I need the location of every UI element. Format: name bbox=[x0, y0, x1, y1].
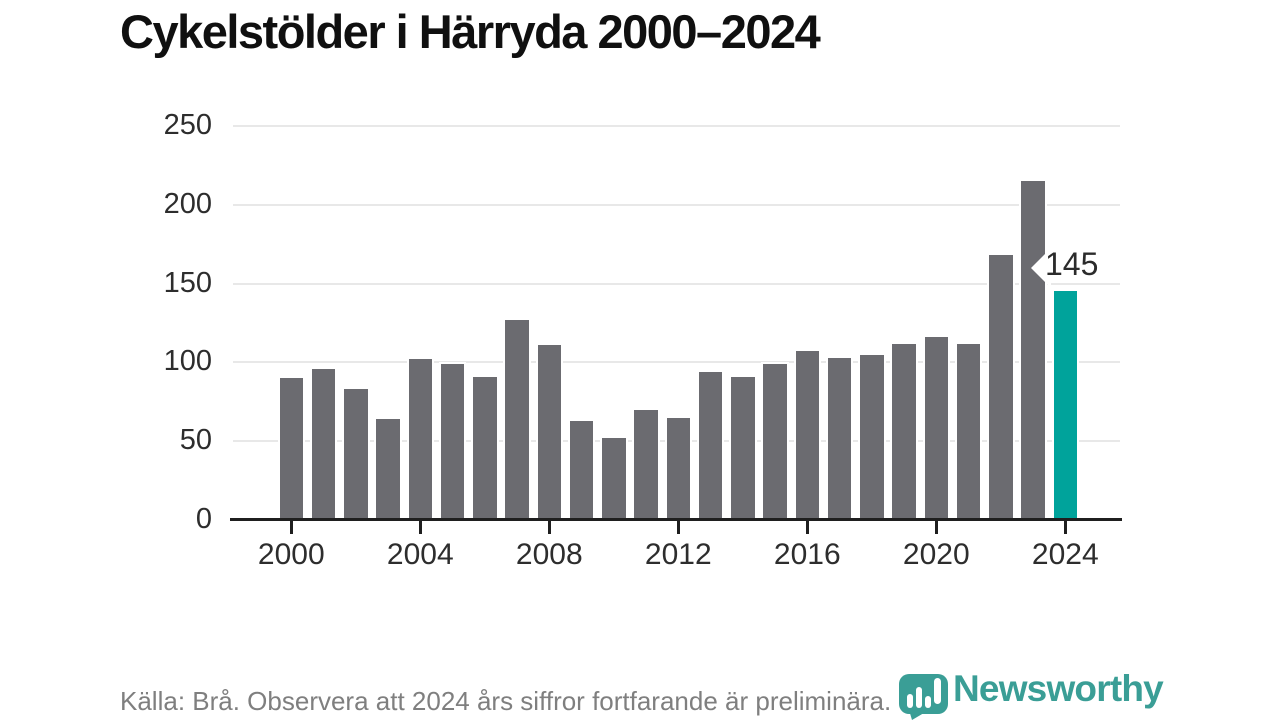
bar-2014 bbox=[729, 374, 757, 523]
bar-2008 bbox=[535, 343, 564, 522]
x-tick-label-2008: 2008 bbox=[515, 538, 583, 571]
bar-2000 bbox=[277, 376, 306, 522]
y-tick-label-150: 150 bbox=[163, 266, 212, 299]
x-tick-2020 bbox=[934, 521, 938, 534]
bar-2020 bbox=[922, 335, 951, 522]
highlight-value-label: 145 bbox=[1045, 246, 1099, 282]
newsworthy-logo-text: Newsworthy bbox=[953, 668, 1164, 709]
y-tick-label-200: 200 bbox=[163, 187, 212, 220]
y-tick-label-0: 0 bbox=[195, 503, 212, 535]
gridline-200 bbox=[233, 203, 1120, 206]
x-axis-line bbox=[230, 518, 1122, 521]
x-tick-label-2004: 2004 bbox=[386, 538, 454, 571]
chart-title: Cykelstölder i Härryda 2000–2024 bbox=[120, 5, 821, 58]
x-tick-2016 bbox=[805, 521, 809, 534]
plot-area: 2000 2004 2008 2012 2016 2020 2024 bbox=[230, 125, 1122, 571]
gridline-150 bbox=[233, 282, 1120, 285]
bar-2005 bbox=[438, 361, 467, 523]
bar-2017 bbox=[825, 355, 854, 523]
bar-2015 bbox=[761, 361, 789, 523]
bar-2013 bbox=[696, 369, 725, 523]
bar-2009 bbox=[567, 418, 596, 523]
x-tick-2012 bbox=[676, 521, 680, 534]
bar-2003 bbox=[374, 417, 402, 522]
bar-2024 bbox=[1051, 289, 1080, 522]
bar-2012 bbox=[664, 415, 693, 523]
gridline-100 bbox=[233, 361, 1120, 364]
highlight-annotation: 145 bbox=[1025, 240, 1115, 300]
x-tick-2024 bbox=[1063, 521, 1067, 534]
bar-2018 bbox=[858, 352, 886, 523]
bar-2016 bbox=[793, 349, 822, 522]
annotation-pointer-shape bbox=[1031, 248, 1051, 288]
gridline-250 bbox=[233, 125, 1120, 127]
x-tick-2000 bbox=[289, 521, 293, 534]
bar-2010 bbox=[600, 436, 628, 522]
x-tick-2008 bbox=[547, 521, 551, 534]
bar-2002 bbox=[342, 387, 370, 522]
x-tick-2004 bbox=[418, 521, 422, 534]
x-tick-label-2000: 2000 bbox=[257, 538, 325, 571]
bar-2019 bbox=[890, 341, 918, 522]
x-tick-label-2024: 2024 bbox=[1031, 538, 1099, 571]
x-tick-label-2012: 2012 bbox=[644, 538, 712, 571]
x-tick-label-2016: 2016 bbox=[773, 538, 841, 571]
bar-2021 bbox=[954, 341, 983, 522]
bar-2001 bbox=[309, 366, 338, 523]
bar-2022 bbox=[987, 253, 1015, 522]
y-tick-label-100: 100 bbox=[163, 345, 212, 378]
bar-2006 bbox=[471, 374, 499, 523]
y-tick-label-250: 250 bbox=[163, 109, 212, 141]
bar-2023 bbox=[1019, 179, 1047, 522]
x-tick-label-2020: 2020 bbox=[902, 538, 970, 571]
bar-2004 bbox=[406, 357, 435, 522]
bar-2007 bbox=[503, 317, 531, 523]
bar-2011 bbox=[632, 407, 660, 523]
source-note: Källa: Brå. Observera att 2024 års siffr… bbox=[120, 686, 892, 716]
y-tick-label-50: 50 bbox=[179, 424, 212, 457]
newsworthy-logo-icon bbox=[899, 674, 948, 720]
